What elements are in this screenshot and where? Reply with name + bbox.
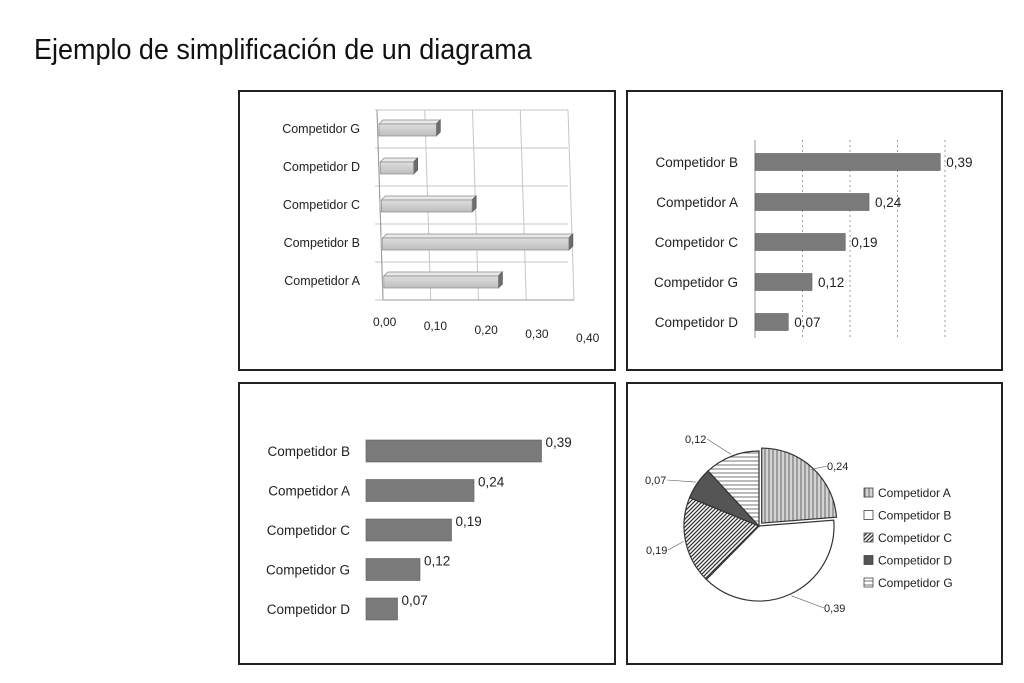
gridline bbox=[567, 109, 575, 301]
y-tick-label: Competidor G bbox=[266, 563, 350, 578]
y-tick-label: Competidor C bbox=[283, 198, 360, 212]
x-tick-label: 0,10 bbox=[424, 319, 448, 333]
legend-label: Competidor G bbox=[878, 576, 953, 590]
x-tick-label: 0,00 bbox=[373, 315, 397, 329]
leader-line bbox=[811, 465, 828, 470]
bar-competidor-d bbox=[754, 313, 789, 331]
y-tick-label: Competidor D bbox=[655, 315, 739, 330]
leader-line bbox=[666, 479, 696, 483]
legend-swatch bbox=[863, 532, 874, 543]
page-title: Ejemplo de simplificación de un diagrama bbox=[34, 34, 532, 66]
bar-competidor-g bbox=[754, 273, 813, 291]
y-tick-label: Competidor G bbox=[654, 275, 738, 290]
legend-swatch bbox=[863, 555, 874, 565]
data-label: 0,07 bbox=[794, 315, 820, 330]
bar-competidor-g bbox=[378, 123, 437, 137]
data-label: 0,12 bbox=[818, 275, 844, 290]
chart-bar-gridlines-panel: Competidor B 0,39 Competidor A 0,24 Competid… bbox=[626, 90, 1003, 371]
chart-bar-simplified: Competidor B 0,39 Competidor A 0,24 Competid… bbox=[266, 435, 572, 621]
bar-competidor-g bbox=[365, 558, 421, 581]
legend-label: Competidor B bbox=[878, 509, 951, 523]
data-label: 0,24 bbox=[875, 195, 902, 210]
y-tick-label: Competidor C bbox=[655, 235, 739, 250]
chart-pie-panel: 0,24 0,39 0,19 0,07 0,12 Competidor A Competid… bbox=[626, 382, 1003, 665]
chart-pie: 0,24 0,39 0,19 0,07 0,12 Competidor A Competid… bbox=[645, 434, 953, 615]
bar-competidor-a bbox=[754, 193, 870, 211]
leader-line bbox=[791, 595, 825, 609]
legend-swatch bbox=[863, 487, 874, 498]
bar-competidor-d bbox=[365, 597, 398, 621]
y-tick-label: Competidor A bbox=[284, 274, 360, 288]
data-label: 0,19 bbox=[646, 545, 667, 557]
y-tick-label: Competidor A bbox=[268, 484, 350, 499]
legend-label: Competidor C bbox=[878, 531, 952, 545]
data-label: 0,39 bbox=[546, 435, 572, 450]
bar-competidor-b bbox=[754, 153, 941, 171]
y-tick-label: Competidor C bbox=[267, 523, 351, 538]
y-tick-label: Competidor D bbox=[267, 602, 351, 617]
y-tick-label: Competidor D bbox=[283, 160, 360, 174]
legend-label: Competidor A bbox=[878, 486, 951, 500]
bar-competidor-c bbox=[381, 199, 473, 213]
bar-competidor-b bbox=[382, 237, 570, 251]
legend-swatch bbox=[863, 510, 874, 520]
data-label: 0,19 bbox=[456, 514, 482, 529]
data-label: 0,12 bbox=[685, 434, 706, 446]
data-label: 0,24 bbox=[478, 475, 505, 490]
gridline bbox=[519, 109, 527, 301]
bar-top bbox=[380, 195, 477, 201]
bar-competidor-c bbox=[754, 233, 846, 251]
bar-top bbox=[382, 271, 504, 277]
chart-bar-gridlines: Competidor B 0,39 Competidor A 0,24 Competid… bbox=[654, 140, 973, 338]
y-tick-label: Competidor B bbox=[284, 236, 360, 250]
x-tick-label: 0,30 bbox=[525, 327, 549, 341]
chart-bar-simplified-panel: Competidor B 0,39 Competidor A 0,24 Competid… bbox=[238, 382, 616, 665]
slice-competidor-g bbox=[707, 450, 760, 528]
leader-line bbox=[667, 541, 684, 551]
y-tick-label: Competidor B bbox=[655, 155, 738, 170]
legend-swatch bbox=[863, 577, 874, 588]
data-label: 0,39 bbox=[824, 603, 845, 615]
y-tick-label: Competidor G bbox=[282, 122, 360, 136]
data-label: 0,07 bbox=[645, 475, 666, 487]
data-label: 0,19 bbox=[851, 235, 877, 250]
data-label: 0,07 bbox=[402, 593, 428, 608]
chart-3d-bar-panel: 0,00 0,10 0,20 0,30 0,40 Competidor G Competid… bbox=[238, 90, 616, 371]
data-label: 0,39 bbox=[946, 155, 972, 170]
y-tick-label: Competidor A bbox=[656, 195, 738, 210]
bar-competidor-a bbox=[383, 275, 499, 289]
legend-label: Competidor D bbox=[878, 554, 952, 568]
bar-competidor-d bbox=[379, 161, 414, 175]
chart-3d-bar: 0,00 0,10 0,20 0,30 0,40 Competidor G Competid… bbox=[282, 109, 600, 345]
bar-competidor-a bbox=[365, 479, 475, 502]
y-axis bbox=[376, 109, 384, 301]
slice-competidor-c bbox=[683, 496, 761, 581]
bar-competidor-c bbox=[365, 518, 452, 542]
data-label: 0,24 bbox=[827, 461, 848, 473]
bar-top bbox=[379, 157, 419, 163]
slice-competidor-a bbox=[761, 447, 838, 524]
bar-competidor-b bbox=[365, 439, 542, 463]
x-tick-label: 0,40 bbox=[576, 331, 600, 345]
bar-top bbox=[381, 233, 574, 239]
bar-top bbox=[378, 119, 442, 125]
slice-competidor-b bbox=[705, 519, 835, 602]
leader-line bbox=[706, 438, 732, 455]
x-tick-label: 0,20 bbox=[475, 323, 499, 337]
data-label: 0,12 bbox=[424, 554, 450, 569]
y-tick-label: Competidor B bbox=[267, 444, 350, 459]
